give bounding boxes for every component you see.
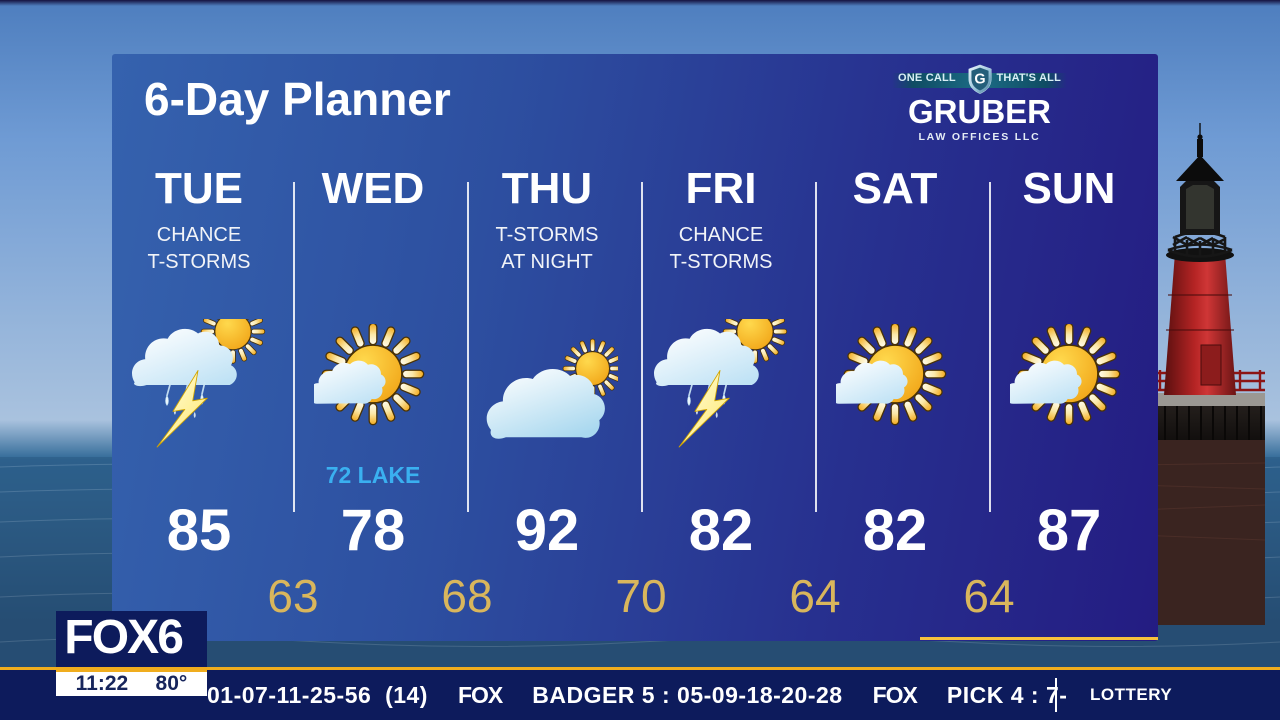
- svg-text:FOX6: FOX6: [64, 615, 182, 663]
- svg-text:G: G: [974, 71, 985, 87]
